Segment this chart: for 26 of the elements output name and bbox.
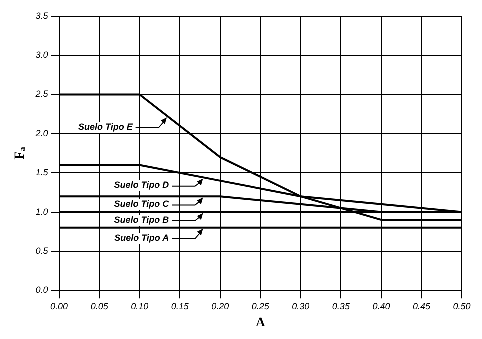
x-tick-label: 0.50 (453, 302, 471, 312)
y-tick-label: 3.0 (36, 50, 48, 60)
legend-label: Suelo Tipo B (113, 214, 170, 226)
x-tick-label: 0.05 (90, 302, 110, 312)
y-axis-title: Fₐ (13, 147, 28, 160)
y-tick-label: 1.5 (36, 168, 50, 178)
x-tick-label: 0.35 (332, 302, 351, 312)
x-tick-label: 0.25 (252, 302, 270, 312)
legend-label: Suelo Tipo E (77, 122, 134, 133)
x-tick-label: 0.40 (372, 302, 390, 312)
x-tick-label: 0.15 (171, 302, 190, 312)
x-tick-label: 0.00 (50, 302, 68, 312)
x-tick-label: 0.20 (212, 302, 230, 312)
x-axis-title: A (256, 314, 266, 330)
x-tick-label: 0.10 (131, 302, 149, 312)
y-tick-label: 2.0 (34, 128, 48, 138)
y-tick-label: 0.5 (36, 246, 50, 256)
legend-label: Suelo Tipo A (114, 232, 170, 244)
y-tick-label: 3.5 (36, 10, 50, 21)
legend-label: Suelo Tipo D (113, 180, 170, 192)
x-tick-label: 0.45 (412, 302, 432, 312)
legend-label: Suelo Tipo C (113, 199, 170, 210)
y-tick-label: 0.0 (36, 285, 48, 296)
y-tick-label: 1.0 (36, 206, 48, 217)
x-tick-label: 0.30 (292, 302, 310, 312)
y-tick-label: 2.5 (34, 89, 50, 100)
